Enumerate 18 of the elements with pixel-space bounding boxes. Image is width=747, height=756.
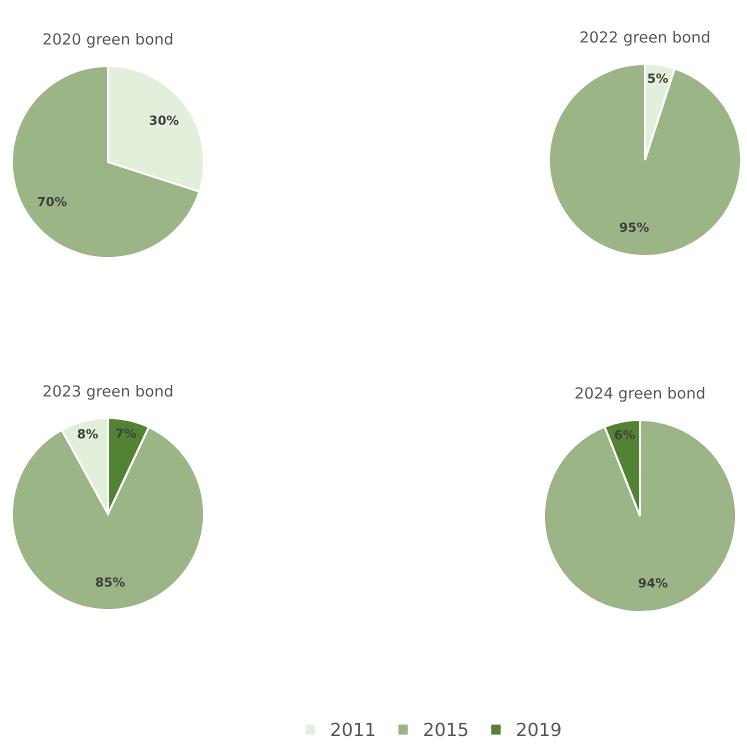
data-label: 94% [638, 578, 668, 588]
chart-title: 2023 green bond [44, 384, 172, 400]
chart-title: 2020 green bond [44, 32, 172, 48]
legend-label: 2011 [331, 722, 374, 736]
data-label: 8% [78, 429, 98, 439]
legend-label: 2015 [424, 722, 468, 736]
data-label: 70% [38, 196, 67, 206]
data-label: 30% [150, 116, 179, 125]
data-label: 95% [620, 222, 649, 232]
data-label: 85% [96, 577, 125, 587]
legend-label: 2019 [517, 722, 560, 736]
chart-title: 2022 green bond [580, 30, 710, 46]
data-label: 7% [116, 428, 136, 438]
data-label: 5% [648, 74, 668, 83]
data-label: 6% [614, 430, 635, 440]
chart-title: 2024 green bond [576, 386, 704, 402]
pie-slice [542, 418, 738, 614]
pie-slice [548, 62, 742, 258]
